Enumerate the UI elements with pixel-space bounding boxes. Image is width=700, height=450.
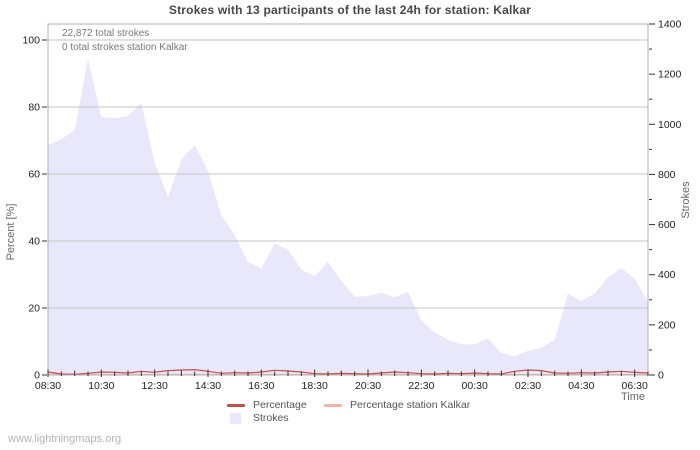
x-tick-label: 18:30 <box>302 380 328 392</box>
y-right-tick-label: 1200 <box>658 69 682 81</box>
x-tick-label: 20:30 <box>355 380 381 392</box>
x-axis-title: Time <box>621 391 645 403</box>
y-right-tick-label: 800 <box>658 169 676 181</box>
station-legend-label: Percentage station Kalkar <box>350 399 471 411</box>
x-tick-label: 00:30 <box>462 380 488 392</box>
x-tick-label: 02:30 <box>515 380 541 392</box>
percentage-legend-swatch <box>227 403 245 407</box>
x-tick-label: 08:30 <box>35 380 61 392</box>
y-left-tick-label: 0 <box>34 370 40 382</box>
x-tick-label: 04:30 <box>568 380 594 392</box>
x-tick-label: 10:30 <box>88 380 114 392</box>
station-legend-swatch <box>324 403 342 407</box>
total-strokes-annotation: 22,872 total strokes <box>62 28 150 39</box>
strokes-area-series <box>48 59 648 375</box>
y-right-tick-label: 400 <box>658 269 676 281</box>
x-tick-label: 16:30 <box>248 380 274 392</box>
x-tick-label: 12:30 <box>142 380 168 392</box>
station-total-strokes-annotation: 0 total strokes station Kalkar <box>62 42 188 53</box>
percentage-line <box>47 368 649 375</box>
y-left-tick-label: 80 <box>28 102 40 114</box>
plot-frame <box>47 23 649 376</box>
x-tick-label: 06:30 <box>622 380 648 392</box>
y-right-tick-label: 1400 <box>658 19 682 31</box>
chart-title: Strokes with 13 participants of the last… <box>168 3 532 17</box>
x-tick-label: 14:30 <box>195 380 221 392</box>
y-left-tick-label: 20 <box>28 303 40 315</box>
y-left-tick-label: 100 <box>22 35 40 47</box>
y-left-tick-label: 40 <box>28 236 40 248</box>
percentage-legend-label: Percentage <box>253 399 307 411</box>
y-left-tick-label: 60 <box>28 169 40 181</box>
legend-item-percentage: Percentage <box>227 399 307 411</box>
strokes-legend-label: Strokes <box>253 412 289 424</box>
legend-item-station: Percentage station Kalkar <box>324 399 470 411</box>
y-right-axis-title: Strokes <box>680 181 692 219</box>
y-left-axis-title: Percent [%] <box>5 204 17 261</box>
y-right-tick-label: 1000 <box>658 119 682 131</box>
strokes-legend-swatch <box>230 412 241 424</box>
legend-item-strokes: Strokes <box>227 412 289 424</box>
watermark: www.lightningmaps.org <box>8 433 122 445</box>
y-right-tick-label: 600 <box>658 219 676 231</box>
y-right-tick-label: 0 <box>658 370 664 382</box>
y-right-tick-label: 200 <box>658 319 676 331</box>
x-tick-label: 22:30 <box>408 380 434 392</box>
